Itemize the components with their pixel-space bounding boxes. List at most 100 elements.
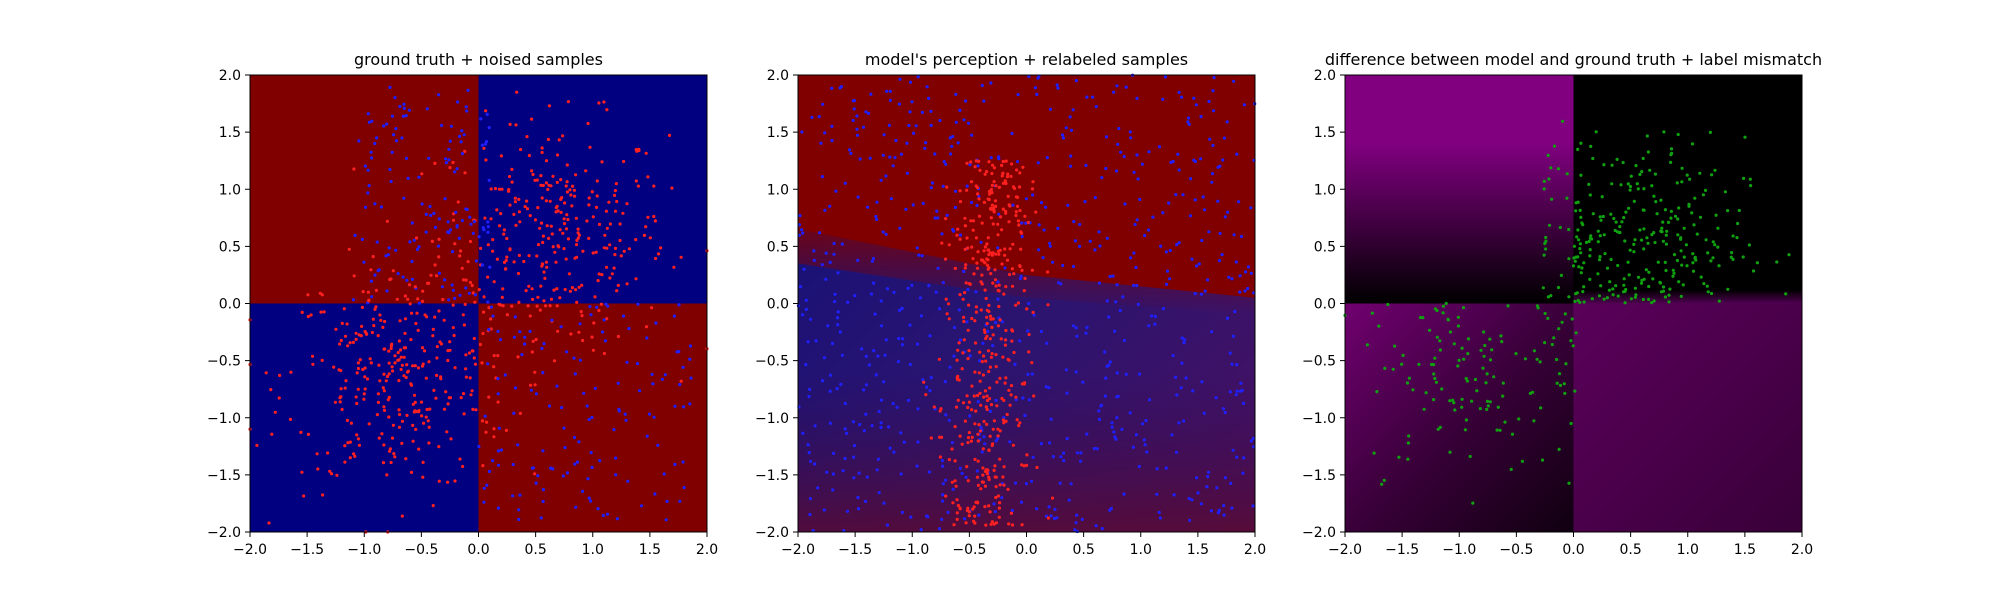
data-point bbox=[981, 341, 985, 345]
data-point bbox=[447, 158, 451, 162]
data-point bbox=[1058, 481, 1062, 485]
data-point bbox=[1030, 372, 1034, 376]
data-point bbox=[964, 99, 968, 103]
data-point bbox=[366, 191, 370, 195]
data-point bbox=[972, 394, 976, 398]
data-point bbox=[965, 508, 970, 513]
data-point bbox=[982, 249, 986, 253]
data-point bbox=[446, 230, 450, 234]
data-point bbox=[512, 411, 516, 415]
data-point bbox=[1484, 381, 1488, 385]
data-point bbox=[616, 334, 621, 339]
data-point bbox=[924, 141, 928, 145]
data-point bbox=[1000, 163, 1004, 167]
data-point bbox=[486, 275, 490, 279]
data-point bbox=[997, 155, 1001, 159]
data-point bbox=[987, 504, 991, 508]
x-tick-label: 0.5 bbox=[1619, 542, 1641, 558]
data-point bbox=[1228, 351, 1232, 355]
data-point bbox=[376, 334, 380, 338]
data-point bbox=[1435, 308, 1439, 313]
data-point bbox=[983, 288, 987, 292]
data-point bbox=[523, 342, 527, 346]
data-point bbox=[569, 193, 573, 197]
data-point bbox=[1639, 281, 1644, 285]
data-point bbox=[1609, 212, 1613, 216]
data-point bbox=[1004, 285, 1008, 289]
data-point bbox=[541, 488, 546, 492]
data-point bbox=[351, 340, 355, 344]
data-point bbox=[1001, 475, 1005, 479]
data-point bbox=[1558, 383, 1563, 387]
data-point bbox=[1000, 228, 1004, 232]
data-point bbox=[1069, 482, 1073, 486]
data-point bbox=[559, 325, 563, 329]
data-point bbox=[1651, 277, 1655, 281]
data-point bbox=[970, 408, 974, 412]
data-point bbox=[1614, 220, 1618, 224]
data-point bbox=[480, 361, 484, 365]
data-point bbox=[1555, 381, 1559, 385]
data-point bbox=[1195, 476, 1199, 480]
data-point bbox=[988, 434, 992, 438]
data-point bbox=[888, 89, 892, 93]
data-point bbox=[570, 286, 575, 290]
data-point bbox=[994, 353, 998, 357]
data-point bbox=[1143, 233, 1147, 238]
data-point bbox=[549, 184, 553, 188]
data-point bbox=[572, 356, 576, 360]
data-point bbox=[302, 494, 306, 498]
data-point bbox=[964, 281, 968, 285]
data-point bbox=[352, 274, 356, 278]
data-point bbox=[1438, 339, 1442, 343]
data-point bbox=[1068, 115, 1072, 119]
data-point bbox=[1122, 492, 1126, 496]
data-point bbox=[461, 392, 466, 396]
data-point bbox=[856, 195, 860, 199]
data-point bbox=[547, 104, 552, 108]
data-point bbox=[437, 271, 441, 275]
data-point bbox=[1122, 155, 1126, 159]
data-point bbox=[1679, 237, 1683, 241]
data-point bbox=[825, 470, 829, 474]
data-point bbox=[413, 400, 417, 404]
data-point bbox=[499, 154, 503, 158]
data-point bbox=[1446, 317, 1450, 321]
y-tick-label: −2.0 bbox=[755, 525, 789, 541]
data-point bbox=[1033, 86, 1037, 90]
data-point bbox=[367, 422, 371, 426]
data-point bbox=[388, 85, 392, 89]
data-point bbox=[575, 238, 579, 242]
data-point bbox=[645, 336, 649, 340]
data-point bbox=[956, 374, 960, 378]
data-point bbox=[953, 266, 957, 270]
data-point bbox=[367, 184, 371, 188]
data-point bbox=[411, 364, 415, 368]
data-point bbox=[415, 311, 419, 315]
data-point bbox=[455, 224, 459, 228]
data-point bbox=[956, 503, 961, 508]
data-point bbox=[449, 437, 453, 441]
data-point bbox=[977, 159, 981, 163]
data-point bbox=[459, 140, 463, 144]
data-point bbox=[387, 395, 391, 399]
data-point bbox=[1182, 419, 1186, 423]
data-point bbox=[1072, 324, 1076, 328]
data-point bbox=[800, 228, 804, 232]
data-point bbox=[1612, 216, 1616, 221]
y-tick-label: −1.0 bbox=[755, 411, 789, 427]
data-point bbox=[1113, 329, 1117, 333]
data-point bbox=[1121, 295, 1125, 299]
data-point bbox=[1015, 204, 1020, 208]
data-point bbox=[1026, 372, 1030, 376]
data-point bbox=[950, 144, 954, 148]
data-point bbox=[1027, 398, 1031, 402]
data-point bbox=[375, 136, 379, 140]
data-point bbox=[977, 194, 981, 198]
data-point bbox=[1094, 105, 1098, 109]
data-point bbox=[1177, 421, 1181, 425]
data-point bbox=[1035, 507, 1039, 511]
data-point bbox=[672, 265, 676, 269]
data-point bbox=[447, 147, 451, 151]
data-point bbox=[1210, 180, 1214, 184]
